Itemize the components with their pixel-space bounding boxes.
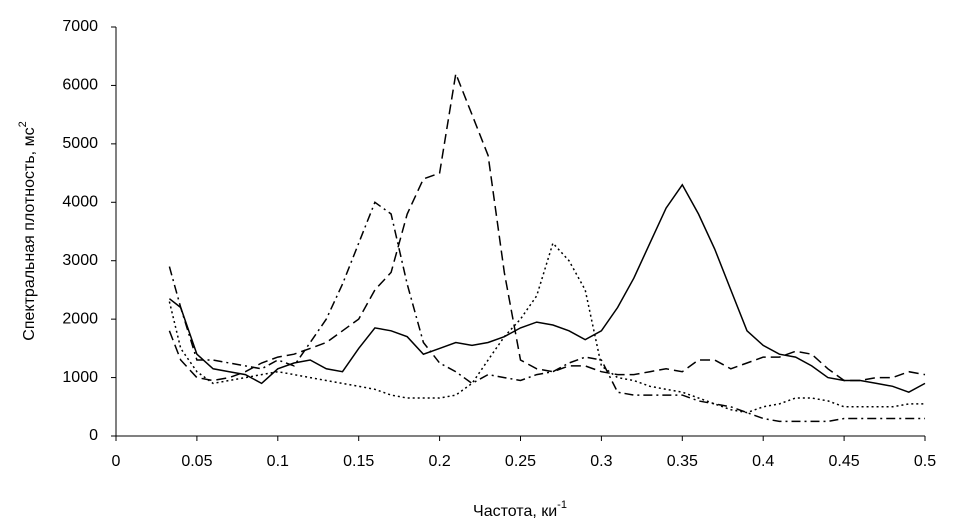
- x-tick-label: 0.05: [181, 453, 212, 470]
- x-tick-label: 0.45: [829, 453, 860, 470]
- y-tick-label: 4000: [62, 194, 98, 211]
- line-series: [168, 201, 925, 423]
- y-tick-label: 0: [89, 427, 98, 444]
- y-tick-label: 2000: [62, 310, 98, 327]
- x-label-main: Частота, ки: [473, 503, 557, 520]
- y-tick-label: 1000: [62, 369, 98, 386]
- x-tick-label: 0.1: [267, 453, 289, 470]
- x-tick-label: 0.5: [914, 453, 936, 470]
- y-label-main: Спектральная плотность, мс: [21, 127, 38, 340]
- x-tick-label: 0: [112, 453, 121, 470]
- line-series: [168, 183, 926, 394]
- x-tick-label: 0.35: [667, 453, 698, 470]
- x-axis-label: Частота, ки-1: [473, 499, 567, 520]
- x-tick-label: 0.4: [752, 453, 774, 470]
- y-label-sup: 2: [17, 121, 29, 127]
- y-tick-label: 5000: [62, 135, 98, 152]
- x-tick-label: 0.3: [590, 453, 612, 470]
- line-series: [168, 241, 925, 414]
- x-tick-label: 0.2: [428, 453, 450, 470]
- y-tick-label: 6000: [62, 77, 98, 94]
- y-axis-label: Спектральная плотность, мс2: [17, 121, 38, 340]
- y-tick-label: 7000: [62, 18, 98, 35]
- x-label-sup: -1: [557, 499, 567, 511]
- x-tick-label: 0.15: [343, 453, 374, 470]
- line-series: [168, 70, 926, 382]
- y-tick-label: 3000: [62, 252, 98, 269]
- x-tick-label: 0.25: [505, 453, 536, 470]
